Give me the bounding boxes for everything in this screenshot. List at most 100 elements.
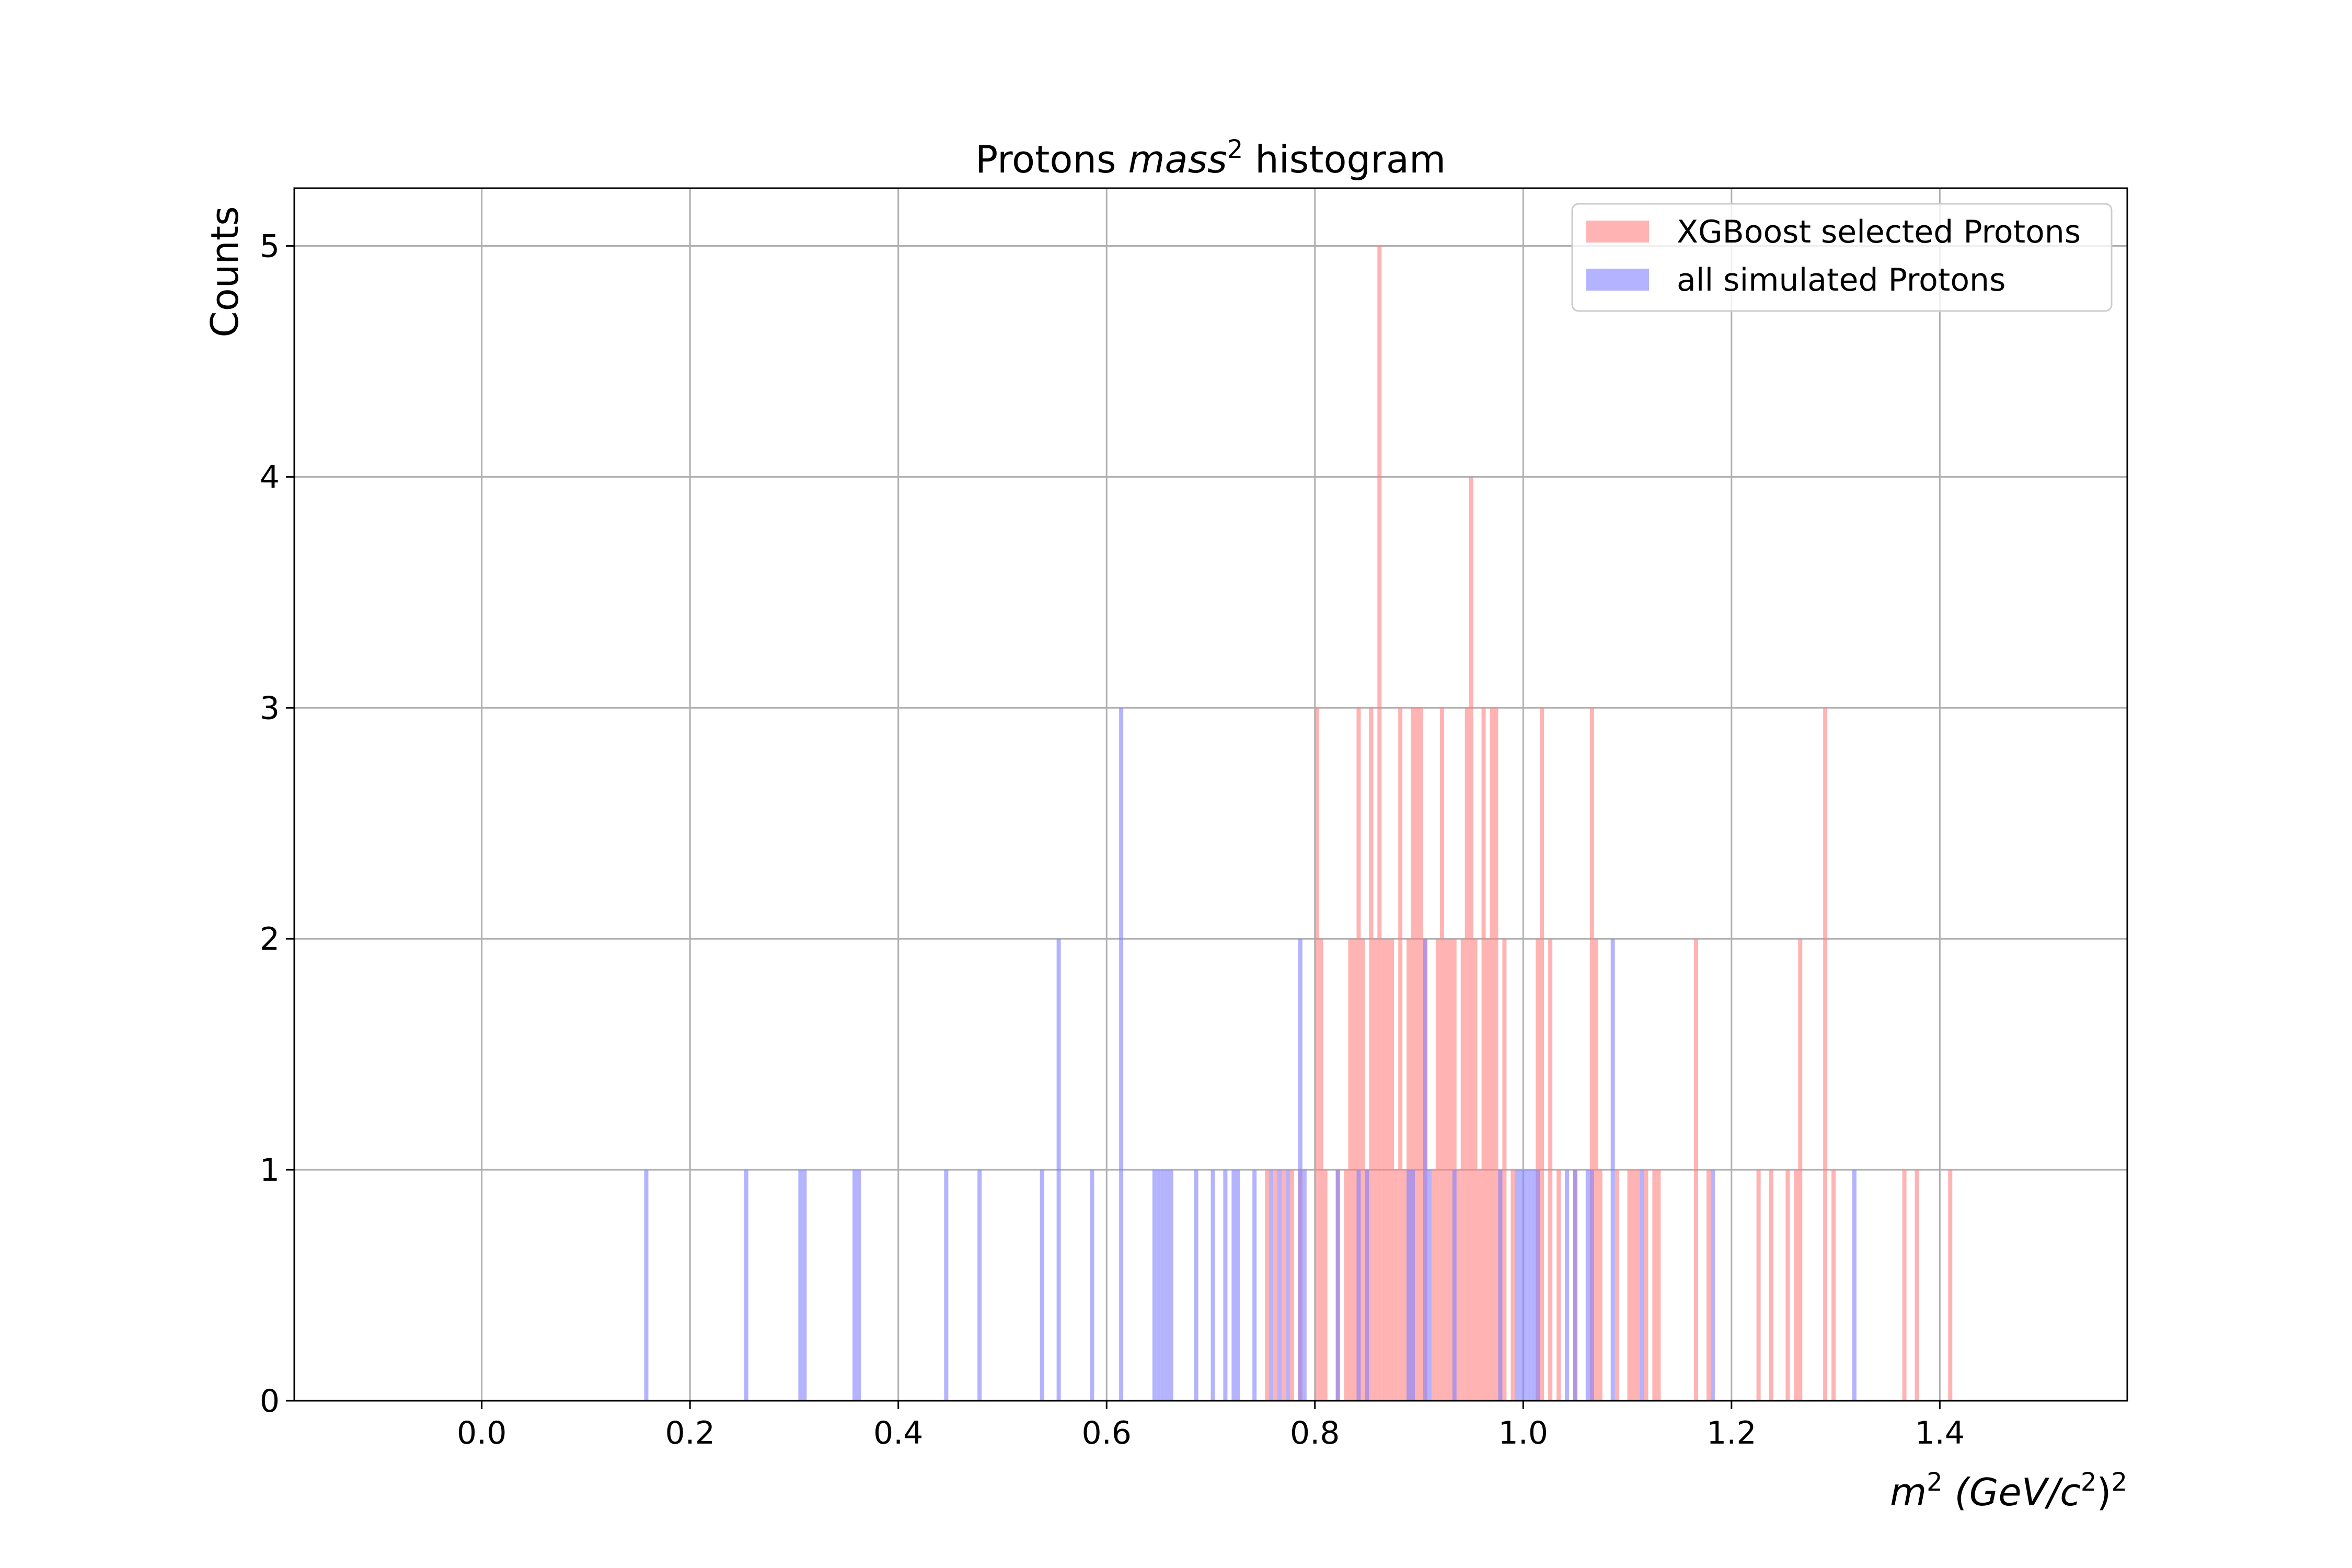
x-tick-label: 0.8	[1290, 1415, 1340, 1451]
xgboost-bar	[1460, 939, 1465, 1401]
simulated-bar	[1223, 1170, 1228, 1401]
xgboost-bar	[1402, 1170, 1407, 1401]
xgboost-bar	[1344, 1170, 1348, 1401]
simulated-bar	[1160, 1170, 1165, 1401]
y-tick-label: 0	[260, 1383, 280, 1420]
xgboost-bar	[1540, 708, 1544, 1401]
xgboost-bar	[1381, 939, 1386, 1401]
simulated-bar	[1564, 1170, 1569, 1401]
simulated-bar	[1335, 1170, 1340, 1401]
simulated-bar	[1852, 1170, 1857, 1401]
simulated-bar	[1585, 1170, 1590, 1401]
legend-swatch-xgboost	[1586, 221, 1649, 243]
x-tick-label: 1.2	[1707, 1415, 1756, 1451]
simulated-bar	[1040, 1170, 1044, 1401]
xgboost-bar	[1490, 708, 1494, 1401]
legend-label-simulated: all simulated Protons	[1677, 262, 2005, 298]
simulated-bar	[744, 1170, 748, 1401]
xgboost-bar	[1469, 477, 1473, 1401]
simulated-bar	[1356, 1170, 1361, 1401]
simulated-bar	[1610, 939, 1615, 1401]
simulated-bar	[1277, 1170, 1282, 1401]
xgboost-bar	[1323, 1170, 1328, 1401]
y-axis-ticks: 0 1 2 3 4 5	[260, 228, 294, 1420]
simulated-bar	[1527, 1170, 1532, 1401]
simulated-bar	[1302, 1170, 1307, 1401]
xgboost-bar	[1706, 1170, 1711, 1401]
xgboost-bar	[1386, 939, 1390, 1401]
xgboost-bar	[1594, 939, 1598, 1401]
xgboost-bar	[1273, 1170, 1278, 1401]
series-simulated-bars	[644, 708, 1857, 1401]
simulated-bar	[802, 1170, 807, 1401]
simulated-bar	[1640, 1170, 1644, 1401]
simulated-bar	[1452, 1170, 1457, 1401]
simulated-bar	[1423, 939, 1427, 1401]
xgboost-bar	[1369, 708, 1374, 1401]
simulated-bar	[1056, 939, 1061, 1401]
simulated-bar	[1119, 708, 1124, 1401]
simulated-bar	[977, 1170, 982, 1401]
xgboost-bar	[1456, 1170, 1461, 1401]
xgboost-bar	[1398, 708, 1403, 1401]
xgboost-bar	[1477, 1170, 1482, 1401]
legend-swatch-simulated	[1586, 269, 1649, 291]
xgboost-bar	[1656, 1170, 1661, 1401]
xgboost-bar	[1444, 939, 1448, 1401]
simulated-bar	[1236, 1170, 1240, 1401]
xgboost-bar	[1548, 939, 1553, 1401]
xgboost-bar	[1948, 1170, 1953, 1401]
xgboost-bar	[1694, 939, 1699, 1401]
simulated-bar	[1411, 1170, 1415, 1401]
xgboost-bar	[1361, 939, 1365, 1401]
x-tick-label: 1.4	[1915, 1415, 1965, 1451]
xgboost-bar	[1635, 1170, 1640, 1401]
simulated-bar	[1269, 1170, 1274, 1401]
simulated-bar	[1589, 1170, 1594, 1401]
xgboost-bar	[1352, 939, 1357, 1401]
xgboost-bar	[1631, 1170, 1636, 1401]
xgboost-bar	[1356, 708, 1361, 1401]
xgboost-bar	[1902, 1170, 1907, 1401]
legend-box	[1571, 203, 2113, 312]
y-tick-label: 2	[260, 921, 280, 958]
xgboost-bar	[1823, 708, 1828, 1401]
simulated-bar	[1285, 1170, 1290, 1401]
xgboost-bar	[1794, 1170, 1798, 1401]
simulated-bar	[1519, 1170, 1524, 1401]
xgboost-bar	[1435, 939, 1440, 1401]
simulated-bar	[1531, 1170, 1536, 1401]
x-tick-label: 0.2	[665, 1415, 714, 1451]
xgboost-bar	[1798, 939, 1803, 1401]
xgboost-bar	[1473, 939, 1478, 1401]
simulated-bar	[1156, 1170, 1161, 1401]
simulated-bar	[857, 1170, 861, 1401]
xgboost-bar	[1419, 708, 1423, 1401]
series-xgboost-bars	[1265, 246, 1953, 1401]
xgboost-bar	[1502, 939, 1507, 1401]
xgboost-bar	[1644, 1170, 1648, 1401]
chart-title: Protons mass2 histogram	[975, 135, 1446, 181]
x-tick-label: 0.0	[457, 1415, 506, 1451]
xgboost-bar	[1415, 708, 1420, 1401]
xgboost-bar	[1281, 1170, 1286, 1401]
x-tick-label: 1.0	[1498, 1415, 1548, 1451]
xgboost-bar	[1511, 1170, 1515, 1401]
y-tick-label: 1	[260, 1152, 280, 1189]
simulated-bar	[1194, 1170, 1198, 1401]
simulated-bar	[1536, 1170, 1540, 1401]
xgboost-bar	[1627, 1170, 1632, 1401]
legend-label-xgboost: XGBoost selected Protons	[1677, 214, 2081, 250]
simulated-bar	[1523, 1170, 1528, 1401]
y-tick-label: 3	[260, 690, 280, 727]
simulated-bar	[944, 1170, 949, 1401]
xgboost-bar	[1831, 1170, 1836, 1401]
x-axis-label: m2 (GeV/c2)2	[1890, 1468, 2127, 1514]
simulated-bar	[852, 1170, 857, 1401]
simulated-bar	[1252, 1170, 1257, 1401]
legend: XGBoost selected Protons all simulated P…	[1571, 203, 2113, 312]
simulated-bar	[1210, 1170, 1215, 1401]
xgboost-bar	[1319, 939, 1323, 1401]
simulated-bar	[1169, 1170, 1173, 1401]
xgboost-bar	[1448, 939, 1452, 1401]
